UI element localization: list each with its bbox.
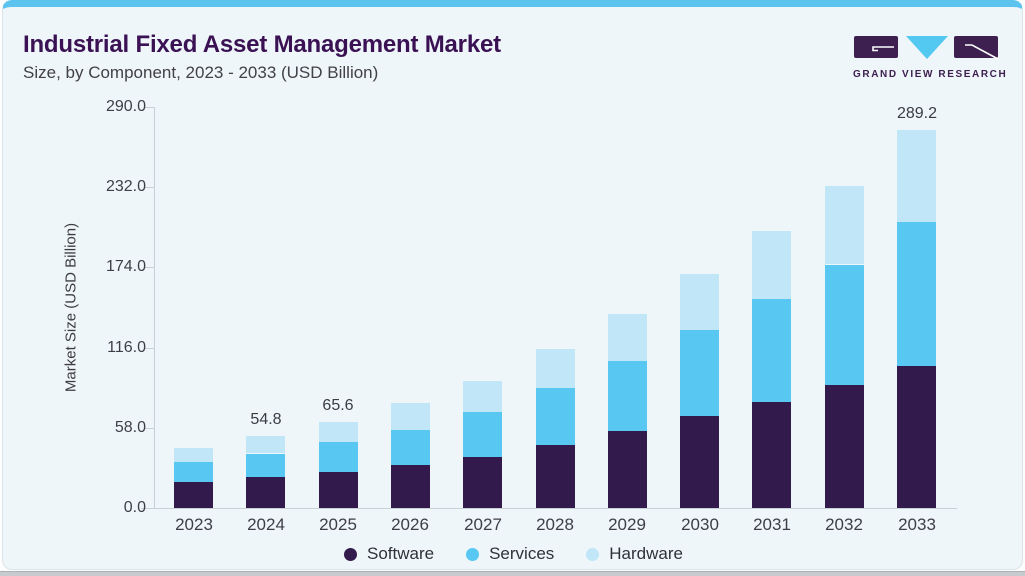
y-tick-mark bbox=[145, 107, 154, 108]
x-tick-label-2025: 2025 bbox=[319, 515, 357, 534]
bar-segment-software-2032 bbox=[825, 385, 864, 508]
bar-segment-software-2033 bbox=[897, 366, 936, 508]
bar-segment-software-2023 bbox=[174, 482, 213, 508]
y-tick-mark bbox=[145, 508, 154, 509]
bar-segment-hardware-2027 bbox=[463, 380, 502, 412]
x-tick-label-2032: 2032 bbox=[825, 515, 863, 534]
grand-view-research-logo: GRAND VIEW RESEARCH bbox=[853, 34, 1008, 80]
legend-item-software: Software bbox=[344, 544, 434, 564]
bar-segment-software-2031 bbox=[752, 401, 791, 508]
y-tick-mark bbox=[145, 267, 154, 268]
bar-segment-hardware-2032 bbox=[825, 185, 864, 265]
bar-segment-services-2028 bbox=[536, 387, 575, 445]
gvr-logo-icon bbox=[854, 36, 999, 60]
bar-segment-hardware-2030 bbox=[680, 274, 719, 330]
bar-total-label-2033: 289.2 bbox=[896, 105, 938, 122]
y-axis-line bbox=[154, 107, 155, 509]
y-tick-label: 232.0 bbox=[105, 178, 146, 195]
y-tick-mark bbox=[145, 428, 154, 429]
x-tick-label-2028: 2028 bbox=[536, 515, 574, 534]
y-tick-label: 174.0 bbox=[105, 258, 146, 275]
bar-segment-software-2027 bbox=[463, 456, 502, 508]
bar-segment-software-2024 bbox=[246, 477, 285, 508]
bar-segment-services-2027 bbox=[463, 412, 502, 457]
bar-segment-hardware-2029 bbox=[608, 314, 647, 361]
bar-segment-software-2030 bbox=[680, 416, 719, 508]
x-tick-label-2023: 2023 bbox=[175, 515, 213, 534]
stacked-bar-chart: Market Size (USD Billion) 290.0 232.0 174.… bbox=[3, 7, 1022, 569]
bar-segment-hardware-2028 bbox=[536, 349, 575, 388]
bar-segment-software-2026 bbox=[391, 465, 430, 508]
y-tick-mark bbox=[145, 348, 154, 349]
bar-segment-hardware-2026 bbox=[391, 403, 430, 430]
bar-segment-software-2025 bbox=[319, 471, 358, 508]
x-tick-label-2029: 2029 bbox=[608, 515, 646, 534]
legend-label: Hardware bbox=[609, 544, 683, 563]
y-tick-mark bbox=[145, 187, 154, 188]
legend-label: Software bbox=[367, 544, 435, 563]
window-bottom-edge bbox=[0, 571, 1025, 576]
bar-segment-hardware-2031 bbox=[752, 231, 791, 299]
bar-segment-services-2023 bbox=[174, 461, 213, 483]
x-tick-label-2026: 2026 bbox=[391, 515, 429, 534]
x-axis-line bbox=[141, 508, 957, 509]
hardware-swatch-icon bbox=[586, 547, 600, 561]
bar-segment-hardware-2023 bbox=[174, 447, 213, 462]
bar-segment-software-2029 bbox=[608, 430, 647, 508]
y-tick-label: 0.0 bbox=[123, 499, 146, 516]
bar-segment-services-2031 bbox=[752, 298, 791, 402]
legend-item-hardware: Hardware bbox=[586, 544, 683, 564]
page-subtitle: Size, by Component, 2023 - 2033 (USD Bil… bbox=[23, 63, 379, 82]
y-tick-label: 290.0 bbox=[105, 98, 146, 115]
bar-segment-services-2024 bbox=[246, 453, 285, 478]
y-tick-label: 58.0 bbox=[114, 419, 146, 436]
bar-segment-software-2028 bbox=[536, 445, 575, 508]
bar-segment-services-2026 bbox=[391, 429, 430, 466]
x-tick-label-2033: 2033 bbox=[898, 515, 936, 534]
bar-segment-services-2030 bbox=[680, 330, 719, 417]
y-axis-title: Market Size (USD Billion) bbox=[62, 222, 80, 393]
bar-segment-hardware-2024 bbox=[246, 436, 285, 454]
x-tick-label-2027: 2027 bbox=[464, 515, 502, 534]
x-tick-label-2031: 2031 bbox=[753, 515, 791, 534]
logo-wordmark: GRAND VIEW RESEARCH bbox=[853, 69, 1008, 80]
bar-total-label-2025: 65.6 bbox=[322, 397, 354, 414]
bar-segment-services-2032 bbox=[825, 264, 864, 386]
bar-segment-hardware-2033 bbox=[897, 129, 936, 222]
bar-segment-services-2025 bbox=[319, 441, 358, 472]
page-title: Industrial Fixed Asset Management Market bbox=[23, 31, 501, 58]
legend-item-services: Services bbox=[466, 544, 554, 564]
bar-segment-services-2033 bbox=[897, 221, 936, 366]
services-swatch-icon bbox=[466, 547, 480, 561]
software-swatch-icon bbox=[344, 547, 357, 561]
bar-total-label-2024: 54.8 bbox=[250, 411, 282, 428]
y-tick-label: 116.0 bbox=[107, 339, 146, 356]
bar-segment-hardware-2025 bbox=[319, 422, 358, 442]
legend-label: Services bbox=[489, 544, 555, 563]
x-tick-label-2024: 2024 bbox=[247, 515, 285, 534]
x-tick-label-2030: 2030 bbox=[681, 515, 719, 534]
bar-segment-services-2029 bbox=[608, 360, 647, 431]
chart-legend: Software Services Hardware bbox=[3, 544, 1022, 564]
